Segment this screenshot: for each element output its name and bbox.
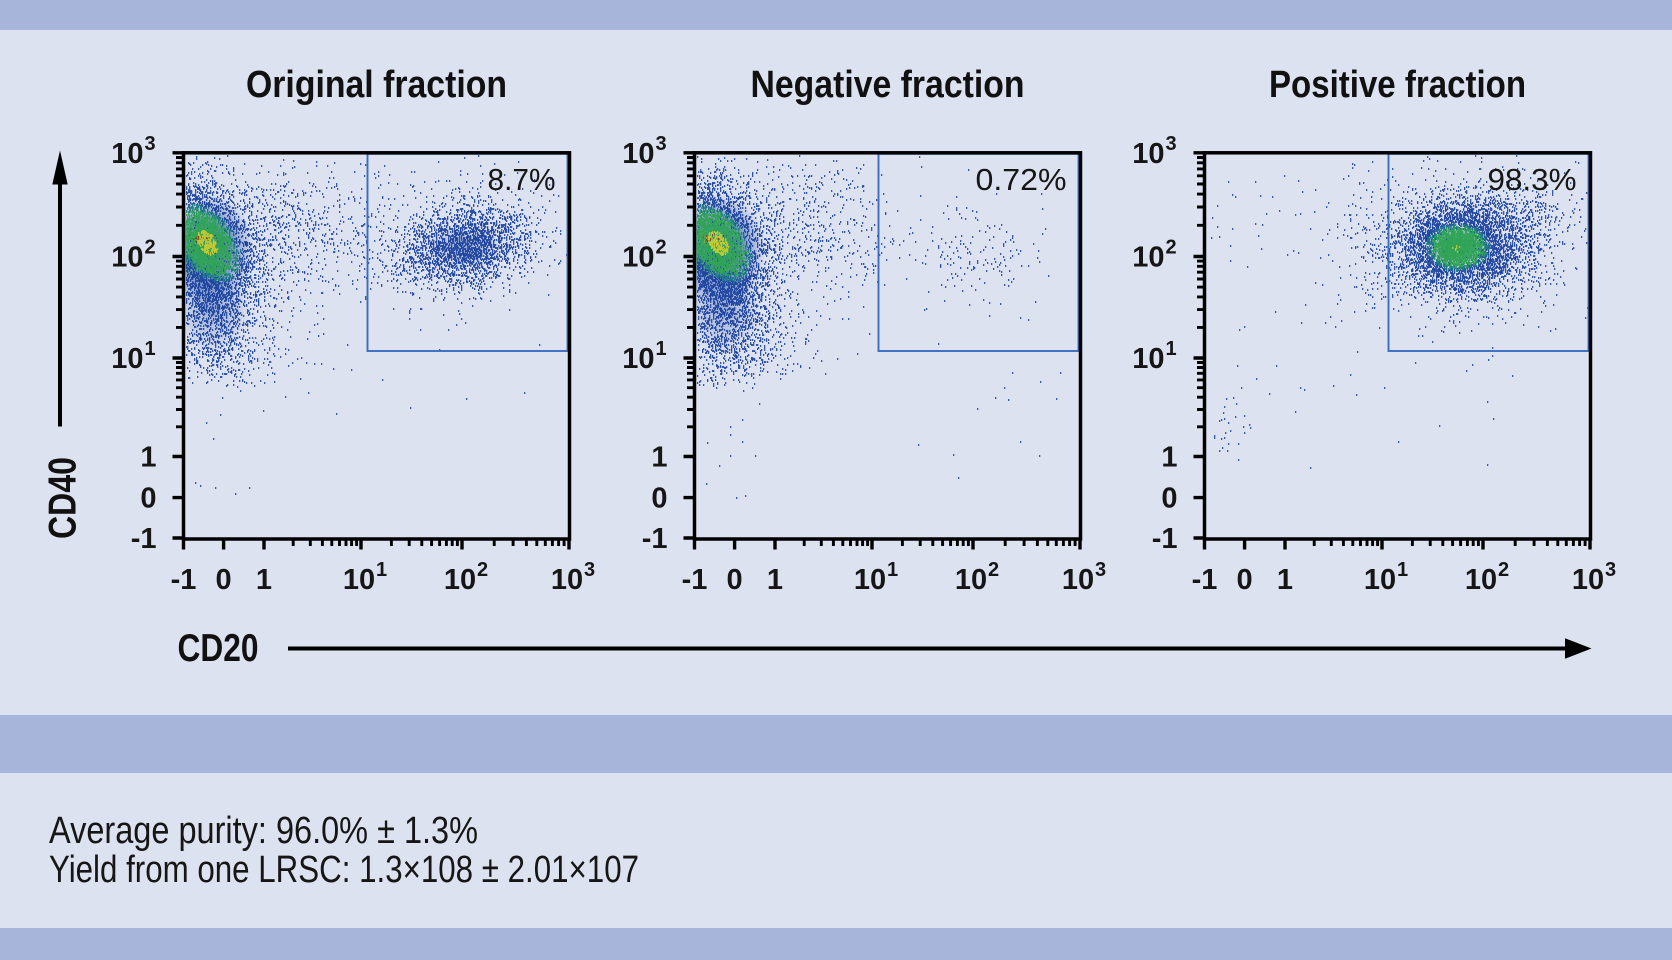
svg-text:Positive fraction: Positive fraction <box>1269 64 1526 106</box>
svg-text:3: 3 <box>145 133 156 155</box>
svg-text:-1: -1 <box>1152 523 1178 555</box>
svg-text:10: 10 <box>622 242 654 274</box>
svg-text:2: 2 <box>656 237 667 259</box>
svg-text:Original fraction: Original fraction <box>246 64 507 106</box>
svg-text:2: 2 <box>477 559 488 581</box>
svg-text:10: 10 <box>343 564 375 596</box>
svg-text:0: 0 <box>140 483 156 515</box>
svg-text:1: 1 <box>145 338 156 360</box>
svg-text:2: 2 <box>145 237 156 259</box>
svg-text:0: 0 <box>216 564 232 596</box>
svg-text:10: 10 <box>854 564 886 596</box>
svg-text:-1: -1 <box>1192 564 1218 596</box>
svg-text:98.3%: 98.3% <box>1488 162 1577 197</box>
svg-text:1: 1 <box>651 442 667 474</box>
svg-text:1: 1 <box>376 559 387 581</box>
svg-text:10: 10 <box>111 242 143 274</box>
svg-text:-1: -1 <box>642 523 668 555</box>
svg-text:10: 10 <box>1132 242 1164 274</box>
svg-text:CD20: CD20 <box>178 627 259 670</box>
svg-text:1: 1 <box>656 338 667 360</box>
svg-text:-1: -1 <box>131 523 157 555</box>
svg-text:1: 1 <box>1166 338 1177 360</box>
svg-text:Average purity: 96.0% ± 1.3%: Average purity: 96.0% ± 1.3% <box>49 810 478 852</box>
svg-text:10: 10 <box>111 343 143 375</box>
svg-text:3: 3 <box>1095 559 1106 581</box>
svg-text:Yield from one LRSC: 1.3×108 ±: Yield from one LRSC: 1.3×108 ± 2.01×107 <box>49 849 639 891</box>
svg-text:10: 10 <box>622 343 654 375</box>
svg-text:3: 3 <box>1605 559 1616 581</box>
svg-text:10: 10 <box>551 564 583 596</box>
svg-text:-1: -1 <box>682 564 708 596</box>
svg-text:10: 10 <box>955 564 987 596</box>
svg-text:2: 2 <box>988 559 999 581</box>
svg-text:10: 10 <box>1572 564 1604 596</box>
svg-text:1: 1 <box>256 564 272 596</box>
svg-text:CD40: CD40 <box>42 457 85 539</box>
svg-text:2: 2 <box>1498 559 1509 581</box>
svg-text:3: 3 <box>656 133 667 155</box>
svg-text:0: 0 <box>727 564 743 596</box>
svg-text:10: 10 <box>1062 564 1094 596</box>
svg-text:10: 10 <box>1364 564 1396 596</box>
svg-text:10: 10 <box>1132 343 1164 375</box>
svg-text:10: 10 <box>1132 138 1164 170</box>
svg-text:2: 2 <box>1166 237 1177 259</box>
svg-text:10: 10 <box>1465 564 1497 596</box>
svg-text:0: 0 <box>1237 564 1253 596</box>
svg-text:1: 1 <box>1397 559 1408 581</box>
svg-text:0.72%: 0.72% <box>976 162 1067 197</box>
svg-text:1: 1 <box>140 442 156 474</box>
svg-text:8.7%: 8.7% <box>488 162 556 197</box>
svg-text:1: 1 <box>767 564 783 596</box>
svg-text:10: 10 <box>444 564 476 596</box>
svg-text:1: 1 <box>1277 564 1293 596</box>
svg-text:3: 3 <box>584 559 595 581</box>
svg-text:10: 10 <box>622 138 654 170</box>
svg-text:0: 0 <box>1161 483 1177 515</box>
svg-text:Negative fraction: Negative fraction <box>751 64 1025 106</box>
svg-text:3: 3 <box>1166 133 1177 155</box>
svg-text:1: 1 <box>887 559 898 581</box>
svg-text:10: 10 <box>111 138 143 170</box>
svg-text:1: 1 <box>1161 442 1177 474</box>
svg-text:0: 0 <box>651 483 667 515</box>
svg-text:-1: -1 <box>171 564 197 596</box>
